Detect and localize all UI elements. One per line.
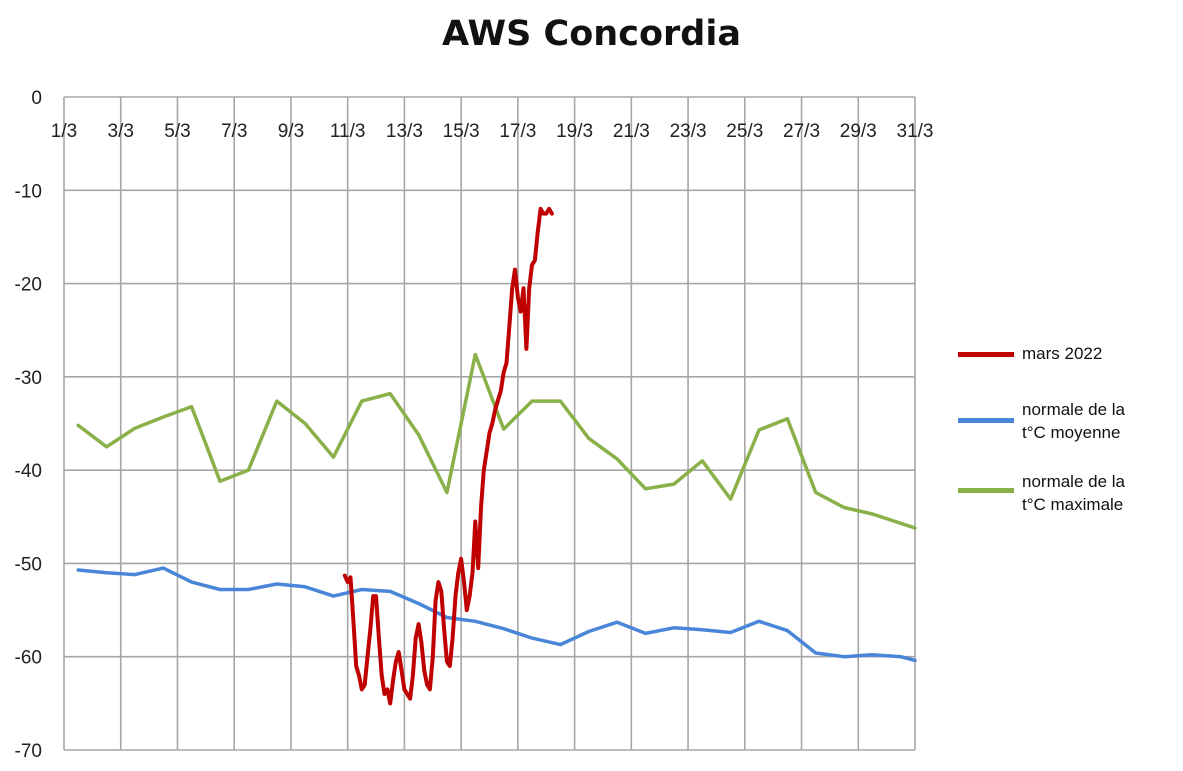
y-tick-label: -10 (15, 181, 42, 202)
y-tick-label: -20 (15, 275, 42, 296)
x-tick-label: 25/3 (726, 121, 763, 142)
x-tick-label: 17/3 (499, 121, 536, 142)
x-tick-label: 19/3 (556, 121, 593, 142)
x-tick-label: 9/3 (278, 121, 304, 142)
legend-swatch-mars-2022 (958, 352, 1014, 357)
series-lines (76, 206, 917, 706)
legend-label: normale de la t°C maximale (1022, 472, 1126, 514)
y-tick-label: -70 (15, 741, 42, 762)
y-tick-label: -50 (15, 554, 42, 575)
x-tick-label: 5/3 (164, 121, 190, 142)
series-line-0 (342, 206, 554, 706)
x-tick-label: 21/3 (613, 121, 650, 142)
x-axis-ticks: 1/3 3/3 5/3 7/3 9/3 11/3 13/3 15/3 17/3 19/3 21/3 2… (51, 121, 934, 142)
x-tick-label: 13/3 (386, 121, 423, 142)
y-tick-label: -30 (15, 368, 42, 389)
legend-label: mars 2022 (1022, 344, 1103, 363)
x-tick-label: 7/3 (221, 121, 247, 142)
x-tick-label: 29/3 (840, 121, 877, 142)
y-tick-label: 0 (31, 88, 42, 109)
legend-swatch-normale-maximale (958, 488, 1014, 493)
x-tick-label: 3/3 (108, 121, 134, 142)
x-tick-label: 27/3 (783, 121, 820, 142)
grid-lines (63, 96, 916, 751)
y-tick-label: -40 (15, 461, 42, 482)
series-line-1 (76, 566, 917, 663)
legend-label: normale de la t°C moyenne (1022, 400, 1126, 442)
series-line-2 (76, 352, 917, 530)
chart-title: AWS Concordia (442, 14, 741, 54)
x-tick-label: 31/3 (897, 121, 934, 142)
x-tick-label: 1/3 (51, 121, 77, 142)
legend-swatch-normale-moyenne (958, 418, 1014, 423)
x-tick-label: 23/3 (670, 121, 707, 142)
x-tick-label: 11/3 (330, 121, 366, 142)
x-tick-label: 15/3 (443, 121, 480, 142)
y-axis-ticks: 0 -10 -20 -30 -40 -50 -60 -70 (15, 88, 42, 762)
y-tick-label: -60 (15, 648, 42, 669)
